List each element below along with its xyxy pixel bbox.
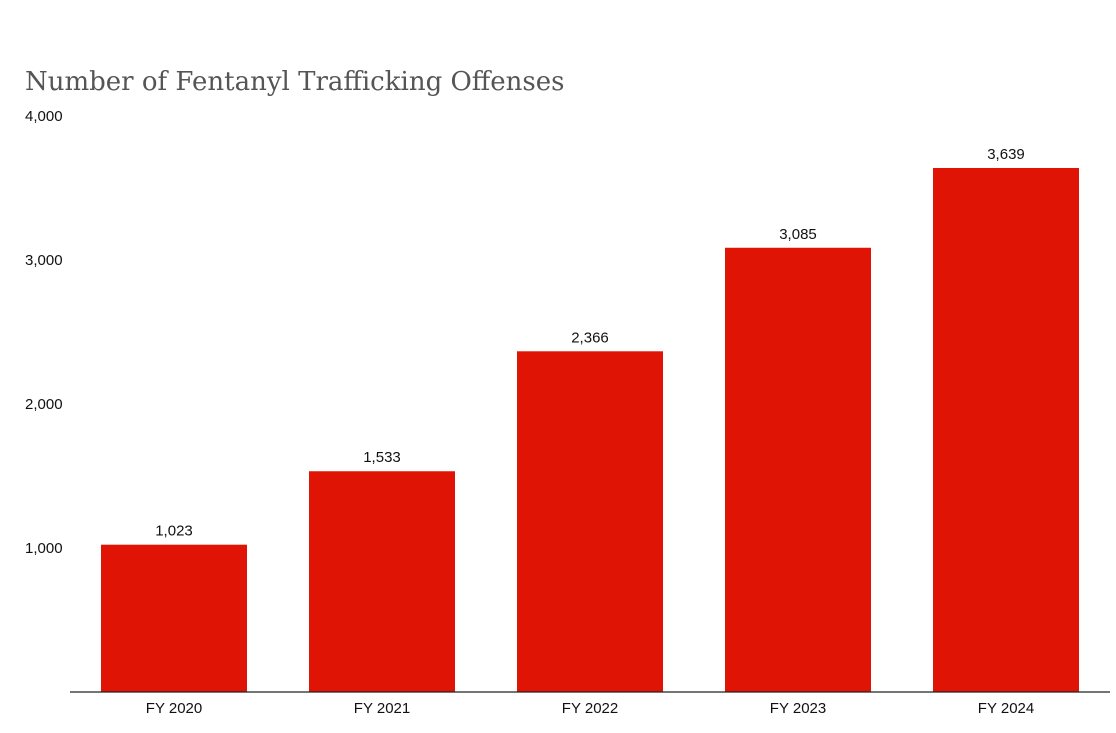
y-tick-label: 4,000 <box>25 108 63 125</box>
x-tick-label: FY 2020 <box>146 700 202 717</box>
x-tick-label: FY 2022 <box>562 700 618 717</box>
y-axis: 1,000 2,000 3,000 4,000 <box>25 108 63 557</box>
x-tick-label: FY 2021 <box>354 700 410 717</box>
bar <box>101 544 247 692</box>
bar-value-label: 2,366 <box>571 329 609 346</box>
bar-value-label: 1,533 <box>363 449 401 466</box>
x-tick-label: FY 2023 <box>770 700 826 717</box>
bar-value-label: 3,085 <box>779 226 817 243</box>
y-tick-label: 1,000 <box>25 540 63 557</box>
bar <box>309 471 455 692</box>
bar-value-label: 1,023 <box>155 523 193 540</box>
bar <box>933 167 1079 692</box>
bar-value-label: 3,639 <box>987 146 1025 163</box>
y-tick-label: 3,000 <box>25 252 63 269</box>
y-tick-label: 2,000 <box>25 396 63 413</box>
chart-title: Number of Fentanyl Trafficking Offenses <box>25 67 564 97</box>
bar <box>517 351 663 692</box>
bar <box>725 247 871 692</box>
x-axis: FY 2020 FY 2021 FY 2022 FY 2023 FY 2024 <box>146 700 1034 717</box>
data-labels: 1,023 1,533 2,366 3,085 3,639 <box>155 146 1025 540</box>
bars <box>101 167 1079 692</box>
x-tick-label: FY 2024 <box>978 700 1034 717</box>
